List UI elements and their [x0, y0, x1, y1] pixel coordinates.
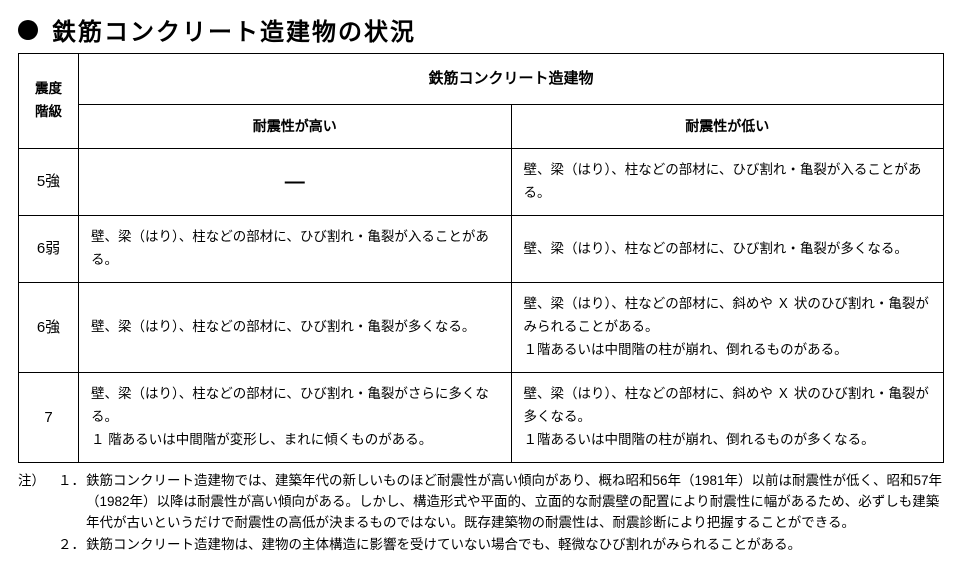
note-text: 鉄筋コンクリート造建物では、建築年代の新しいものほど耐震性が高い傾向があり、概ね… [86, 471, 944, 534]
high-cell: — [79, 149, 512, 216]
note-number: ２． [58, 535, 86, 556]
low-cell: 壁、梁（はり）、柱などの部材に、ひび割れ・亀裂が多くなる。 [511, 216, 944, 283]
group-header: 鉄筋コンクリート造建物 [79, 54, 944, 105]
table-row: 6弱壁、梁（はり）、柱などの部材に、ひび割れ・亀裂が入ることがある。壁、梁（はり… [19, 216, 944, 283]
table-row: 6強壁、梁（はり）、柱などの部材に、ひび割れ・亀裂が多くなる。壁、梁（はり）、柱… [19, 283, 944, 373]
row-header-label: 震度 階級 [19, 54, 79, 149]
level-cell: 6弱 [19, 216, 79, 283]
sub-header-low: 耐震性が低い [511, 104, 944, 149]
table-row: 5強—壁、梁（はり）、柱などの部材に、ひび割れ・亀裂が入ることがある。 [19, 149, 944, 216]
sub-header-high: 耐震性が高い [79, 104, 512, 149]
low-cell: 壁、梁（はり）、柱などの部材に、ひび割れ・亀裂が入ることがある。 [511, 149, 944, 216]
level-cell: 7 [19, 372, 79, 462]
level-cell: 5強 [19, 149, 79, 216]
low-cell: 壁、梁（はり）、柱などの部材に、斜めや Ｘ 状のひび割れ・亀裂が多くなる。 １階… [511, 372, 944, 462]
page-title: 鉄筋コンクリート造建物の状況 [52, 12, 416, 47]
high-cell: 壁、梁（はり）、柱などの部材に、ひび割れ・亀裂が入ることがある。 [79, 216, 512, 283]
note-text: 鉄筋コンクリート造建物は、建物の主体構造に影響を受けていない場合でも、軽微なひび… [86, 535, 944, 556]
low-cell: 壁、梁（はり）、柱などの部材に、斜めや Ｘ 状のひび割れ・亀裂がみられることがあ… [511, 283, 944, 373]
note-number: １． [58, 471, 86, 534]
high-cell: 壁、梁（はり）、柱などの部材に、ひび割れ・亀裂がさらに多くなる。 １ 階あるいは… [79, 372, 512, 462]
notes-label: 注） [18, 471, 58, 559]
note-item: ２．鉄筋コンクリート造建物は、建物の主体構造に影響を受けていない場合でも、軽微な… [58, 535, 944, 556]
bullet-icon [18, 20, 38, 40]
level-cell: 6強 [19, 283, 79, 373]
table-body: 5強—壁、梁（はり）、柱などの部材に、ひび割れ・亀裂が入ることがある。6弱壁、梁… [19, 149, 944, 462]
title-row: 鉄筋コンクリート造建物の状況 [18, 12, 944, 47]
table-row: 7壁、梁（はり）、柱などの部材に、ひび割れ・亀裂がさらに多くなる。 １ 階あるい… [19, 372, 944, 462]
notes-section: 注） １．鉄筋コンクリート造建物では、建築年代の新しいものほど耐震性が高い傾向が… [18, 471, 944, 559]
note-item: １．鉄筋コンクリート造建物では、建築年代の新しいものほど耐震性が高い傾向があり、… [58, 471, 944, 534]
high-cell: 壁、梁（はり）、柱などの部材に、ひび割れ・亀裂が多くなる。 [79, 283, 512, 373]
damage-table: 震度 階級 鉄筋コンクリート造建物 耐震性が高い 耐震性が低い 5強—壁、梁（は… [18, 53, 944, 463]
notes-body: １．鉄筋コンクリート造建物では、建築年代の新しいものほど耐震性が高い傾向があり、… [58, 471, 944, 559]
